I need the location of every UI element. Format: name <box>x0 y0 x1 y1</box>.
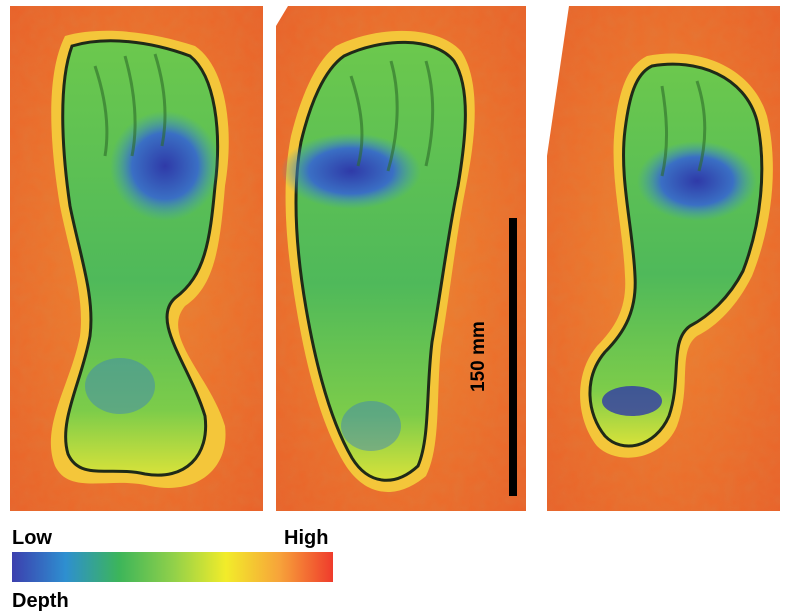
footprint-panel-2 <box>276 6 526 511</box>
legend-high-label: High <box>284 527 329 549</box>
deep-heel-region <box>602 386 662 416</box>
legend-low-label: Low <box>12 527 52 549</box>
footprint-panel-1 <box>10 6 263 511</box>
legend-caption: Depth <box>12 590 69 612</box>
deep-forefoot-region <box>637 141 757 221</box>
depth-color-scale <box>12 552 333 582</box>
deep-forefoot-region <box>281 133 421 209</box>
footprint-bed <box>61 39 220 477</box>
footprint-panel-3 <box>547 6 780 511</box>
deep-forefoot-region <box>110 111 220 221</box>
scale-bar-label: 150 mm <box>468 321 489 392</box>
scale-bar <box>509 218 517 496</box>
